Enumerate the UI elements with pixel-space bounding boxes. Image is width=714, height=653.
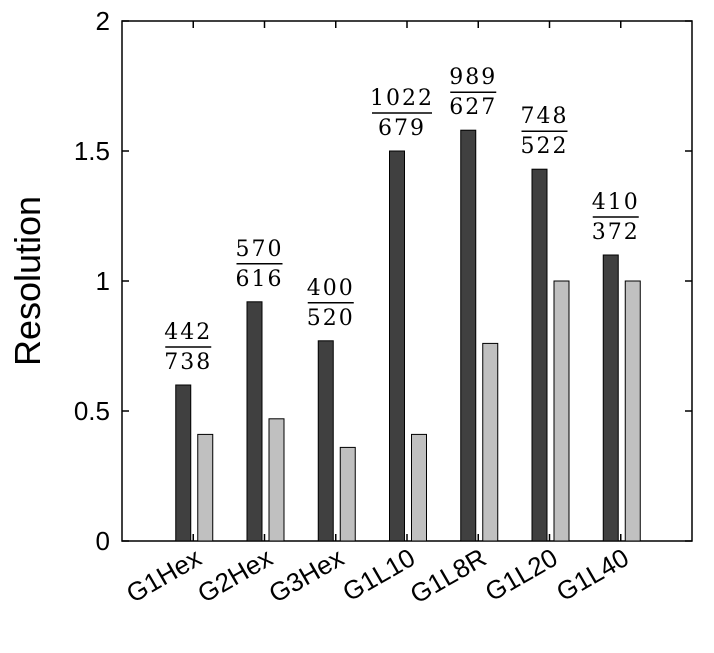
bar-series — [175, 129, 641, 542]
bar-light — [268, 418, 285, 542]
y-tick-label: 1 — [96, 266, 110, 296]
x-tick-label: G3Hex — [264, 542, 349, 608]
x-tick-label: G1L20 — [480, 542, 563, 607]
bar-dark — [602, 254, 619, 542]
bar-light — [624, 280, 641, 542]
annotation-denominator: 679 — [378, 116, 426, 141]
annotation-numerator: 442 — [164, 320, 212, 345]
ratio-annotations: 738 442 616 570 520 400 679 1022 627 989 522 748 372… — [164, 65, 640, 375]
annotation-numerator: 748 — [521, 104, 569, 129]
bar-light — [197, 433, 214, 542]
y-tick-label: 2 — [96, 6, 110, 36]
y-axis-title: Resolution — [7, 196, 48, 366]
bar-dark — [175, 384, 192, 542]
annotation-denominator: 372 — [592, 220, 640, 245]
y-tick-label: 0.5 — [74, 396, 110, 426]
annotation-denominator: 520 — [307, 306, 355, 331]
annotation-denominator: 616 — [236, 267, 284, 292]
annotation-numerator: 1022 — [370, 86, 434, 111]
x-tick-label: G1L8R — [405, 542, 491, 609]
annotation-numerator: 989 — [449, 65, 497, 90]
bar-light — [411, 433, 427, 542]
x-tick-label: G1Hex — [121, 542, 206, 608]
bar-dark — [531, 168, 548, 542]
bar-dark — [246, 301, 263, 542]
x-tick-label: G1L40 — [551, 542, 634, 607]
y-axis: 0 0.5 1 1.5 2 — [74, 6, 692, 556]
x-tick-label: G2Hex — [192, 542, 277, 608]
bar-dark — [317, 340, 334, 542]
annotation-numerator: 410 — [592, 190, 640, 215]
y-tick-label: 1.5 — [74, 136, 110, 166]
bar-light — [482, 342, 499, 542]
bar-dark — [460, 129, 477, 542]
bar-light — [553, 280, 570, 542]
bar-dark — [389, 150, 405, 542]
annotation-denominator: 738 — [164, 350, 212, 375]
y-tick-label: 0 — [96, 526, 110, 556]
annotation-denominator: 522 — [521, 134, 569, 159]
bar-light — [339, 446, 356, 542]
annotation-numerator: 570 — [236, 237, 284, 262]
annotation-numerator: 400 — [307, 276, 355, 301]
annotation-denominator: 627 — [449, 95, 497, 120]
x-tick-label: G1L10 — [337, 542, 420, 607]
